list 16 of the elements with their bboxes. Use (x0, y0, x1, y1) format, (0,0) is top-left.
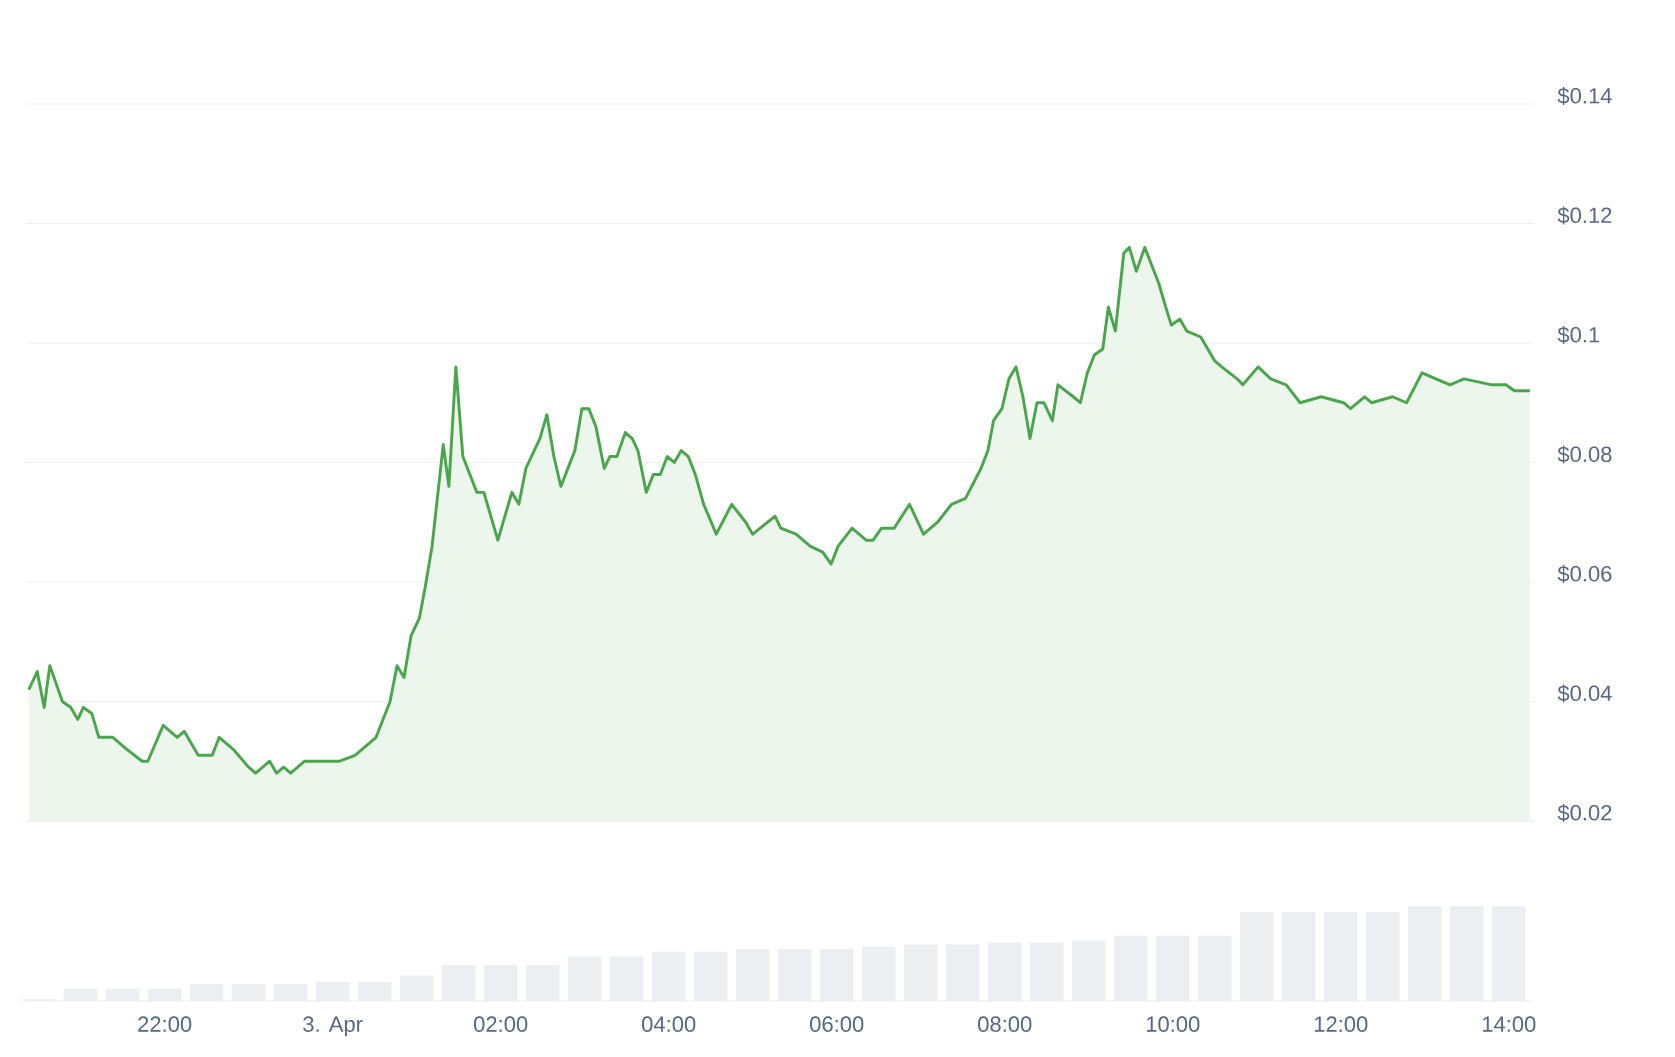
y-tick-label: $0.08 (1557, 445, 1612, 464)
x-tick-label: 04:00 (642, 1016, 696, 1032)
y-tick-label: $0.02 (1557, 804, 1612, 822)
y-tick-label: $0.06 (1557, 565, 1612, 583)
y-tick-label: $0.14 (1557, 87, 1612, 105)
x-tick-label: 06:00 (810, 1016, 864, 1032)
x-tick-label: 10:00 (1146, 1016, 1200, 1032)
y-tick-label: $0.12 (1557, 206, 1612, 225)
x-tick-label: 02:00 (474, 1016, 528, 1032)
y-tick-label: $0.04 (1557, 684, 1612, 703)
x-tick-label: 3. Apr (303, 1016, 363, 1037)
y-tick-label: $0.1 (1557, 326, 1600, 344)
x-tick-label: 08:00 (978, 1016, 1032, 1032)
x-tick-label: 12:00 (1314, 1016, 1368, 1032)
x-tick-label: 22:00 (138, 1016, 192, 1032)
x-tick-label: 14:00 (1482, 1016, 1536, 1032)
